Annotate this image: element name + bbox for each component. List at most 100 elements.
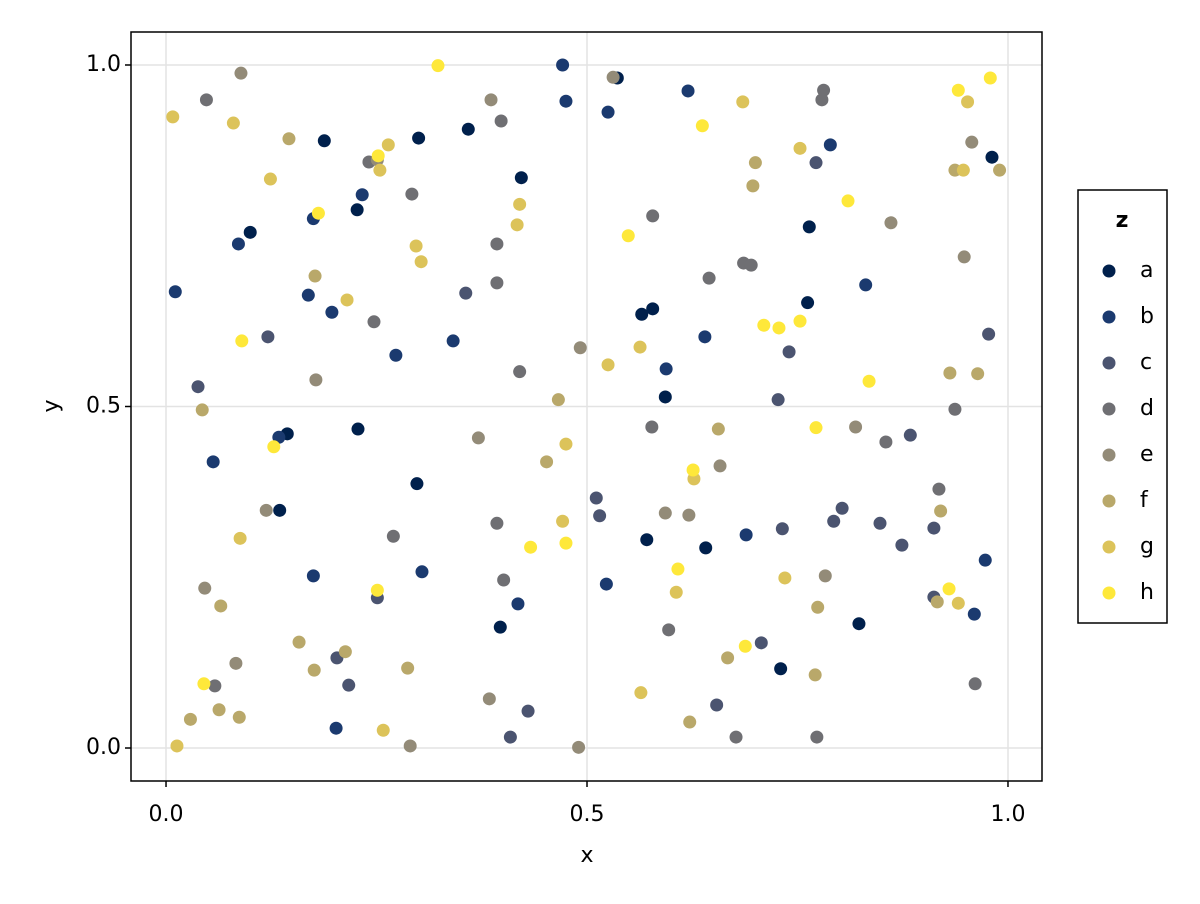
legend-label: b bbox=[1140, 304, 1154, 329]
point bbox=[412, 131, 426, 145]
point bbox=[809, 156, 823, 170]
point bbox=[389, 348, 403, 362]
legend-marker bbox=[1102, 586, 1116, 600]
point bbox=[658, 390, 672, 404]
point bbox=[235, 334, 249, 348]
legend-marker bbox=[1102, 448, 1116, 462]
point bbox=[635, 307, 649, 321]
point bbox=[263, 172, 277, 186]
point bbox=[231, 237, 245, 251]
point bbox=[951, 596, 965, 610]
point bbox=[521, 704, 535, 718]
y-axis-label: y bbox=[39, 399, 64, 412]
point bbox=[409, 239, 423, 253]
point bbox=[659, 362, 673, 376]
point bbox=[993, 163, 1007, 177]
point bbox=[793, 314, 807, 328]
point bbox=[513, 197, 527, 211]
point bbox=[849, 420, 863, 434]
point bbox=[757, 318, 771, 332]
point bbox=[513, 365, 527, 379]
point bbox=[307, 663, 321, 677]
point bbox=[376, 723, 390, 737]
point bbox=[197, 677, 211, 691]
point bbox=[503, 730, 517, 744]
legend-title: z bbox=[1116, 208, 1129, 233]
point bbox=[817, 83, 831, 97]
point bbox=[699, 541, 713, 555]
point bbox=[827, 514, 841, 528]
point bbox=[683, 715, 697, 729]
point bbox=[431, 59, 445, 73]
point bbox=[229, 656, 243, 670]
y-tick-label: 0.0 bbox=[86, 735, 121, 760]
point bbox=[493, 620, 507, 634]
point bbox=[802, 220, 816, 234]
point bbox=[681, 84, 695, 98]
point bbox=[572, 740, 586, 754]
point bbox=[782, 345, 796, 359]
legend-label: g bbox=[1140, 534, 1154, 559]
point bbox=[965, 135, 979, 149]
legend-marker bbox=[1102, 264, 1116, 278]
point bbox=[272, 430, 286, 444]
point bbox=[662, 623, 676, 637]
point bbox=[199, 93, 213, 107]
legend-marker bbox=[1102, 402, 1116, 416]
point bbox=[721, 651, 735, 665]
point bbox=[746, 179, 760, 193]
point bbox=[601, 105, 615, 119]
point bbox=[862, 374, 876, 388]
point bbox=[371, 149, 385, 163]
point bbox=[306, 569, 320, 583]
point bbox=[195, 403, 209, 417]
point bbox=[601, 358, 615, 372]
point bbox=[942, 582, 956, 596]
point bbox=[234, 66, 248, 80]
point bbox=[774, 662, 788, 676]
point bbox=[461, 122, 475, 136]
points bbox=[166, 58, 1007, 754]
legend-label: a bbox=[1140, 258, 1153, 283]
point bbox=[658, 506, 672, 520]
point bbox=[198, 581, 212, 595]
point bbox=[934, 504, 948, 518]
point bbox=[669, 585, 683, 599]
point bbox=[702, 271, 716, 285]
point bbox=[233, 531, 247, 545]
point bbox=[556, 514, 570, 528]
point bbox=[634, 686, 648, 700]
legend-label: d bbox=[1140, 396, 1154, 421]
point bbox=[510, 218, 524, 232]
point bbox=[325, 305, 339, 319]
point bbox=[381, 138, 395, 152]
point bbox=[646, 209, 660, 223]
point bbox=[811, 600, 825, 614]
legend-label: c bbox=[1140, 350, 1152, 375]
point bbox=[482, 692, 496, 706]
point bbox=[497, 573, 511, 587]
point bbox=[232, 710, 246, 724]
point bbox=[645, 420, 659, 434]
point bbox=[711, 422, 725, 436]
point bbox=[551, 393, 565, 407]
point bbox=[633, 340, 647, 354]
point bbox=[903, 428, 917, 442]
point bbox=[957, 250, 971, 264]
point bbox=[968, 677, 982, 691]
point bbox=[191, 380, 205, 394]
point bbox=[808, 668, 822, 682]
point bbox=[329, 721, 343, 735]
point bbox=[214, 599, 228, 613]
point bbox=[401, 661, 415, 675]
point bbox=[342, 678, 356, 692]
point bbox=[778, 571, 792, 585]
point bbox=[606, 70, 620, 84]
point bbox=[317, 134, 331, 148]
point bbox=[446, 334, 460, 348]
point bbox=[985, 150, 999, 164]
point bbox=[982, 327, 996, 341]
point bbox=[471, 431, 485, 445]
